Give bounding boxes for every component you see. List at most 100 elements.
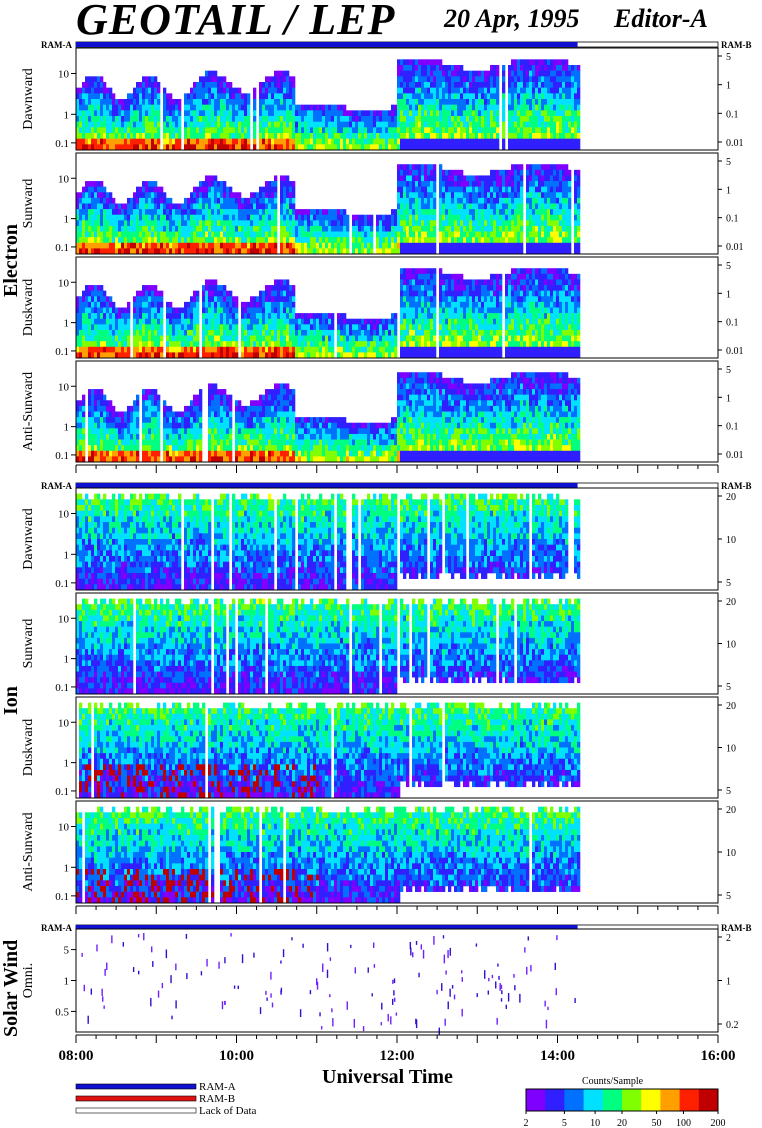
heatmap-cell — [106, 335, 110, 342]
heatmap-cell — [238, 248, 242, 255]
heatmap-cell — [562, 248, 566, 255]
heatmap-cell — [244, 116, 248, 122]
heatmap-cell — [520, 225, 524, 232]
heatmap-cell — [220, 76, 224, 83]
heatmap-cell — [94, 231, 98, 238]
heatmap-cell — [97, 341, 101, 348]
heatmap-cell — [256, 248, 260, 255]
heatmap-cell — [457, 116, 461, 122]
heatmap-cell — [313, 352, 317, 359]
heatmap-cell — [274, 285, 278, 291]
heatmap-cell — [268, 248, 272, 255]
heatmap-cell — [439, 242, 443, 249]
heatmap-cell — [97, 138, 101, 145]
heatmap-cell — [415, 110, 419, 117]
heatmap-cell — [577, 99, 581, 105]
heatmap-cell — [376, 110, 380, 117]
heatmap-cell — [457, 203, 461, 210]
heatmap-cell — [409, 144, 413, 151]
heatmap-cell — [187, 307, 191, 314]
heatmap-cell — [508, 242, 512, 249]
y-tick-label-left: 1 — [64, 214, 70, 226]
heatmap-cell — [208, 290, 212, 297]
heatmap-cell — [409, 116, 413, 122]
heatmap-cell — [514, 59, 518, 66]
heatmap-cell — [262, 82, 266, 88]
heatmap-cell — [550, 99, 554, 105]
heatmap-cell — [100, 248, 104, 255]
heatmap-cell — [154, 231, 158, 238]
heatmap-cell — [295, 324, 299, 331]
heatmap-cell — [448, 99, 452, 105]
heatmap-cell — [325, 225, 329, 232]
heatmap-cell — [577, 104, 581, 111]
heatmap-cell — [130, 225, 134, 232]
heatmap-cell — [136, 127, 140, 134]
y-tick-label-left: 1 — [64, 109, 70, 121]
heatmap-cell — [439, 175, 443, 182]
heatmap-cell — [205, 296, 209, 303]
heatmap-cell — [154, 192, 158, 199]
heatmap-cell — [145, 307, 149, 314]
heatmap-cell — [550, 203, 554, 210]
heatmap-cell — [271, 335, 275, 342]
heatmap-cell — [151, 197, 155, 204]
heatmap-cell — [496, 203, 500, 210]
heatmap-cell — [301, 220, 305, 227]
heatmap-cell — [244, 301, 248, 308]
heatmap-cell — [184, 214, 188, 221]
heatmap-cell — [385, 231, 389, 238]
heatmap-cell — [457, 76, 461, 83]
heatmap-cell — [535, 138, 539, 145]
heatmap-cell — [490, 127, 494, 134]
heatmap-cell — [262, 301, 266, 308]
heatmap-cell — [349, 318, 353, 325]
heatmap-cell — [136, 231, 140, 238]
y-tick-label-right: 5 — [726, 157, 731, 168]
heatmap-cell — [556, 104, 560, 111]
heatmap-cell — [331, 127, 335, 134]
heatmap-cell — [391, 138, 395, 145]
heatmap-cell — [187, 99, 191, 105]
heatmap-cell — [163, 144, 167, 151]
heatmap-cell — [175, 110, 179, 117]
heatmap-cell — [490, 87, 494, 94]
heatmap-cell — [286, 301, 290, 308]
heatmap-cell — [466, 186, 470, 193]
heatmap-cell — [430, 231, 434, 238]
heatmap-cell — [514, 82, 518, 88]
heatmap-cell — [430, 237, 434, 244]
heatmap-cell — [436, 76, 440, 83]
heatmap-cell — [199, 121, 203, 128]
heatmap-cell — [532, 225, 536, 232]
heatmap-cell — [226, 318, 230, 325]
heatmap-cell — [391, 242, 395, 249]
heatmap-cell — [217, 307, 221, 314]
heatmap-cell — [217, 313, 221, 320]
heatmap-cell — [457, 225, 461, 232]
heatmap-cell — [577, 242, 581, 249]
heatmap-cell — [241, 335, 245, 342]
heatmap-cell — [106, 87, 110, 94]
heatmap-cell — [151, 352, 155, 359]
heatmap-cell — [451, 133, 455, 139]
heatmap-cell — [310, 248, 314, 255]
heatmap-cell — [478, 242, 482, 249]
heatmap-cell — [442, 242, 446, 249]
heatmap-cell — [571, 127, 575, 134]
heatmap-cell — [439, 144, 443, 151]
heatmap-cell — [439, 186, 443, 193]
heatmap-cell — [280, 70, 284, 77]
heatmap-cell — [412, 203, 416, 210]
heatmap-cell — [205, 181, 209, 187]
heatmap-cell — [253, 313, 257, 320]
heatmap-cell — [181, 237, 185, 244]
heatmap-cell — [169, 335, 173, 342]
heatmap-cell — [247, 318, 251, 325]
heatmap-cell — [208, 318, 212, 325]
heatmap-cell — [115, 121, 119, 128]
heatmap-cell — [532, 237, 536, 244]
heatmap-cell — [541, 164, 545, 171]
heatmap-cell — [517, 248, 521, 255]
heatmap-cell — [196, 237, 200, 244]
